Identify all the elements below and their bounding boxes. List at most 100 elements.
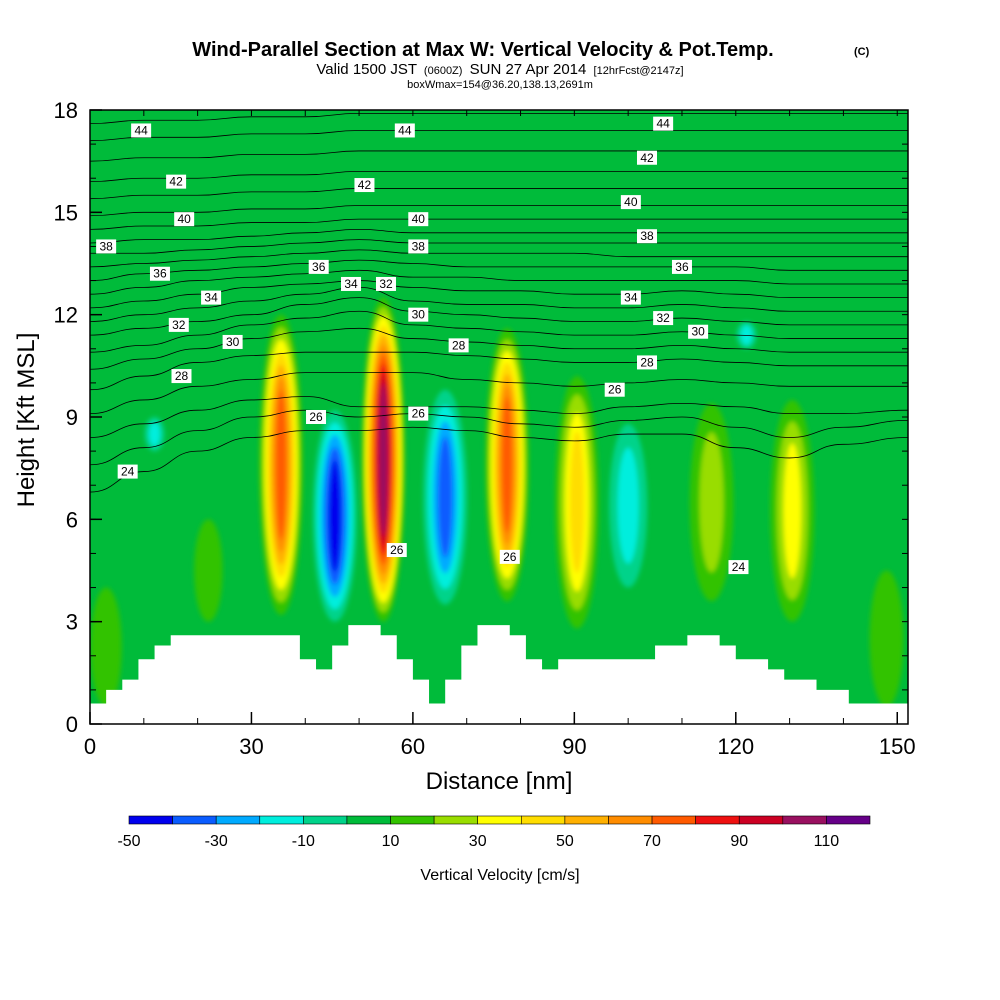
contour-label-text: 30	[226, 335, 240, 349]
contour-label-box	[653, 311, 674, 326]
contour-label-box	[499, 549, 520, 564]
contour-label-26: 26	[306, 410, 327, 424]
contour-label-text: 36	[312, 260, 326, 274]
subtitle-fcst: [12hrFcst@2147z]	[594, 65, 684, 77]
x-axis-label: Distance [nm]	[426, 768, 573, 795]
chart-subtitle-2: boxWmax=154@36.20,138.13,2691m	[407, 79, 593, 91]
contour-label-box	[166, 174, 187, 189]
contour-label-box	[408, 239, 429, 254]
contour-label-38: 38	[96, 239, 117, 254]
isentrope-40	[90, 205, 908, 217]
contour-label-44: 44	[653, 116, 674, 131]
contour-label-box	[308, 259, 329, 274]
colorbar-tick-label: 110	[814, 833, 840, 850]
contour-label-text: 24	[121, 465, 135, 479]
isentrope-36	[90, 249, 908, 268]
colorbar-swatch	[695, 815, 740, 825]
copyright-mark: (C)	[854, 46, 870, 58]
updraft-cell-level	[569, 431, 585, 574]
contour-label-box	[728, 560, 749, 575]
subtitle-utc: (0600Z)	[424, 65, 463, 77]
contour-label-box	[408, 307, 429, 322]
contour-label-text: 24	[732, 560, 746, 574]
contour-label-34: 34	[620, 290, 641, 305]
contour-label-34: 34	[341, 276, 362, 291]
colorbar-swatch	[172, 815, 217, 825]
contour-label-box	[306, 410, 327, 424]
contour-label-24: 24	[117, 464, 138, 479]
colorbar-swatch	[390, 815, 435, 825]
y-tick-label: 6	[66, 507, 78, 532]
contour-label-text: 40	[412, 212, 426, 226]
contour-label-text: 26	[309, 410, 323, 424]
contour-label-text: 38	[99, 239, 113, 253]
isentrope-34	[90, 269, 908, 295]
isentrope-43	[90, 150, 908, 162]
isentrope-30	[90, 310, 908, 353]
colorbar-swatch	[346, 815, 391, 825]
contour-label-box	[408, 406, 429, 421]
contour-label-box	[620, 195, 641, 210]
contour-label-box	[168, 317, 189, 332]
contour-label-text: 28	[175, 369, 189, 383]
subtitle-date: SUN 27 Apr 2014	[470, 61, 587, 78]
isentrope-33	[90, 280, 908, 309]
contour-label-box	[671, 259, 692, 274]
contour-label-text: 32	[172, 318, 186, 332]
contour-label-box	[636, 229, 657, 244]
colorbar-swatch	[564, 815, 609, 825]
contour-label-box	[653, 116, 674, 131]
contour-label-32: 32	[375, 276, 396, 291]
isentrope-38	[90, 228, 908, 244]
contour-label-box	[354, 178, 375, 193]
contour-label-40: 40	[408, 212, 429, 227]
contour-label-text: 42	[358, 178, 372, 192]
contour-label-box	[131, 123, 152, 138]
contour-label-24: 24	[728, 560, 749, 575]
contour-label-30: 30	[408, 307, 429, 322]
isentrope-27	[90, 372, 908, 414]
plot-area: 44 44 44 42 42 42 40 40 40 38 38 38 36 36 36 34 34 34 32 32…	[90, 110, 908, 724]
contour-label-40: 40	[620, 195, 641, 210]
contour-label-text: 44	[398, 123, 412, 137]
x-tick-label: 90	[562, 734, 586, 759]
isentrope-39	[90, 218, 908, 230]
contour-label-38: 38	[636, 229, 657, 244]
contour-label-text: 40	[624, 195, 638, 209]
isentrope-24	[90, 426, 908, 493]
terrain	[90, 625, 908, 724]
updraft-cell-level	[502, 396, 513, 533]
contour-label-box	[171, 369, 192, 384]
contour-label-26: 26	[408, 406, 429, 421]
updraft-cell-level	[783, 443, 802, 579]
contour-label-42: 42	[166, 174, 187, 189]
contour-label-text: 38	[640, 229, 654, 243]
colorbar-swatch	[608, 815, 653, 825]
contour-label-box	[688, 324, 709, 339]
y-tick-label: 3	[66, 610, 78, 635]
x-tick-label: 0	[84, 734, 96, 759]
isentrope-35	[90, 259, 908, 281]
contour-label-text: 34	[624, 291, 638, 305]
subtitle-valid: Valid 1500 JST	[316, 61, 416, 78]
colorbar-tick-label: 30	[469, 833, 487, 850]
colorbar-tick-label: 90	[730, 833, 748, 850]
colorbar-swatch	[128, 815, 173, 825]
contour-label-box	[222, 334, 243, 349]
updraft-cell-level	[869, 570, 904, 707]
contour-label-text: 32	[379, 277, 393, 291]
contour-label-text: 26	[412, 407, 426, 421]
contour-label-text: 44	[656, 117, 670, 131]
contour-label-box	[96, 239, 117, 254]
downdraft-cell-level	[149, 421, 161, 447]
contour-label-box	[174, 212, 195, 227]
isentrope-28	[90, 351, 908, 391]
contour-label-text: 26	[503, 550, 517, 564]
contour-label-42: 42	[354, 178, 375, 193]
colorbar-tick-label: 10	[382, 833, 400, 850]
isentrope-45	[90, 113, 908, 125]
contour-label-box	[375, 276, 396, 291]
contour-label-box	[386, 543, 407, 558]
colorbar-tick-label: -10	[292, 833, 315, 850]
